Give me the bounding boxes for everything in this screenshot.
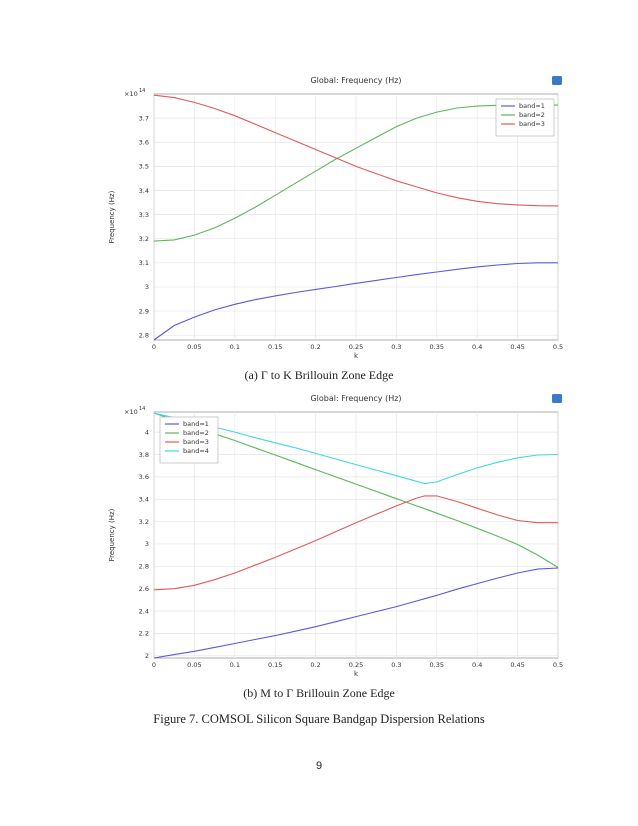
y-tick-label: 2.9 xyxy=(139,307,149,315)
x-tick-label: 0.5 xyxy=(553,343,563,351)
chart-m-to-gamma-svg: Global: Frequency (Hz) 0 0.05 0.1 0.15 0.2 0.2… xyxy=(108,394,563,678)
page-number: 9 xyxy=(315,760,323,772)
x-tick-label: 0.35 xyxy=(430,343,444,351)
y-tick-label: 3.6 xyxy=(139,473,149,481)
x-tick-label: 0.45 xyxy=(510,661,524,669)
y-tick-label: 2.6 xyxy=(139,585,149,593)
chart-title: Global: Frequency (Hz) xyxy=(310,394,401,403)
y-axis-label: Frequency (Hz) xyxy=(108,190,116,243)
export-icon xyxy=(552,76,562,85)
y-tick-label: 3.6 xyxy=(139,139,149,147)
y-tick-label: 3.2 xyxy=(139,518,149,526)
y-tick-label: 3.7 xyxy=(139,114,149,122)
x-tick-label: 0.3 xyxy=(391,343,401,351)
y-tick-label: 3.8 xyxy=(139,451,149,459)
y-tick-label: 3 xyxy=(145,540,149,548)
legend-entry: band=2 xyxy=(519,111,545,119)
x-tick-label: 0.2 xyxy=(310,661,320,669)
figure-caption: Figure 7. COMSOL Silicon Square Bandgap … xyxy=(153,712,485,726)
x-tick-label: 0.35 xyxy=(430,661,444,669)
series-line-band-3 xyxy=(153,495,558,591)
series-line-band-4 xyxy=(153,412,559,485)
caption-b: (b) M to Γ Brillouin Zone Edge xyxy=(243,686,395,700)
x-tick-label: 0.25 xyxy=(349,661,363,669)
y-exponent: 14 xyxy=(139,406,145,412)
x-tick-label: 0.45 xyxy=(510,343,524,351)
y-tick-label: 2.8 xyxy=(139,563,149,571)
y-multiplier: ×10 xyxy=(124,408,138,416)
y-tick-label: 2.2 xyxy=(139,630,149,638)
y-axis-label: Frequency (Hz) xyxy=(108,508,116,561)
x-tick-label: 0.05 xyxy=(187,661,201,669)
series-line-band-1 xyxy=(153,262,558,341)
x-tick-label: 0.15 xyxy=(268,661,282,669)
chart-m-to-gamma: Global: Frequency (Hz) 0 0.05 0.1 0.15 0.2 0.2… xyxy=(100,388,580,678)
legend-entry: band=3 xyxy=(183,438,209,446)
y-tick-label: 4 xyxy=(145,428,149,436)
x-tick-label: 0.1 xyxy=(230,661,240,669)
chart-gamma-to-k: Global: Frequency (Hz) 0 0.05 0.1 0.15 0.2 0.2… xyxy=(100,70,580,360)
y-tick-label: 3.5 xyxy=(139,163,149,171)
y-multiplier: ×10 xyxy=(124,90,138,98)
x-axis-label: k xyxy=(354,670,359,678)
y-tick-label: 3.4 xyxy=(139,496,149,504)
y-tick-label: 2.4 xyxy=(139,607,149,615)
caption-a: (a) Γ to K Brillouin Zone Edge xyxy=(244,368,394,382)
x-tick-label: 0.4 xyxy=(472,661,482,669)
y-tick-label: 2.8 xyxy=(139,331,149,339)
x-tick-label: 0.05 xyxy=(187,343,201,351)
series-line-band-1 xyxy=(153,567,559,659)
y-tick-label: 3 xyxy=(145,283,149,291)
export-icon xyxy=(552,394,562,403)
series-line-band-2 xyxy=(153,412,559,568)
legend-box xyxy=(495,98,555,137)
x-axis-label: k xyxy=(354,352,359,360)
x-tick-label: 0.5 xyxy=(553,661,563,669)
legend-entry: band=2 xyxy=(183,429,209,437)
y-tick-label: 3.3 xyxy=(139,211,149,219)
series-line-band-3 xyxy=(153,94,559,207)
x-tick-label: 0.1 xyxy=(230,343,240,351)
legend-entry: band=1 xyxy=(183,420,209,428)
x-tick-label: 0.4 xyxy=(472,343,482,351)
legend-entry: band=3 xyxy=(519,120,545,128)
legend-entry: band=4 xyxy=(183,447,209,455)
y-tick-label: 3.2 xyxy=(139,235,149,243)
x-tick-label: 0.3 xyxy=(391,661,401,669)
y-exponent: 14 xyxy=(139,88,145,94)
legend-entry: band=1 xyxy=(519,102,545,110)
chart-gamma-to-k-svg: Global: Frequency (Hz) 0 0.05 0.1 0.15 0.2 0.2… xyxy=(108,76,563,360)
x-tick-label: 0.25 xyxy=(349,343,363,351)
series-line-band-2 xyxy=(153,104,558,242)
chart-title: Global: Frequency (Hz) xyxy=(310,76,401,85)
x-tick-label: 0.15 xyxy=(268,343,282,351)
x-tick-label: 0 xyxy=(152,661,156,669)
x-tick-label: 0.2 xyxy=(310,343,320,351)
x-tick-label: 0 xyxy=(152,343,156,351)
y-tick-label: 3.1 xyxy=(139,259,149,267)
y-tick-label: 2 xyxy=(145,652,149,660)
y-tick-label: 3.4 xyxy=(139,187,149,195)
legend-box xyxy=(159,416,219,464)
